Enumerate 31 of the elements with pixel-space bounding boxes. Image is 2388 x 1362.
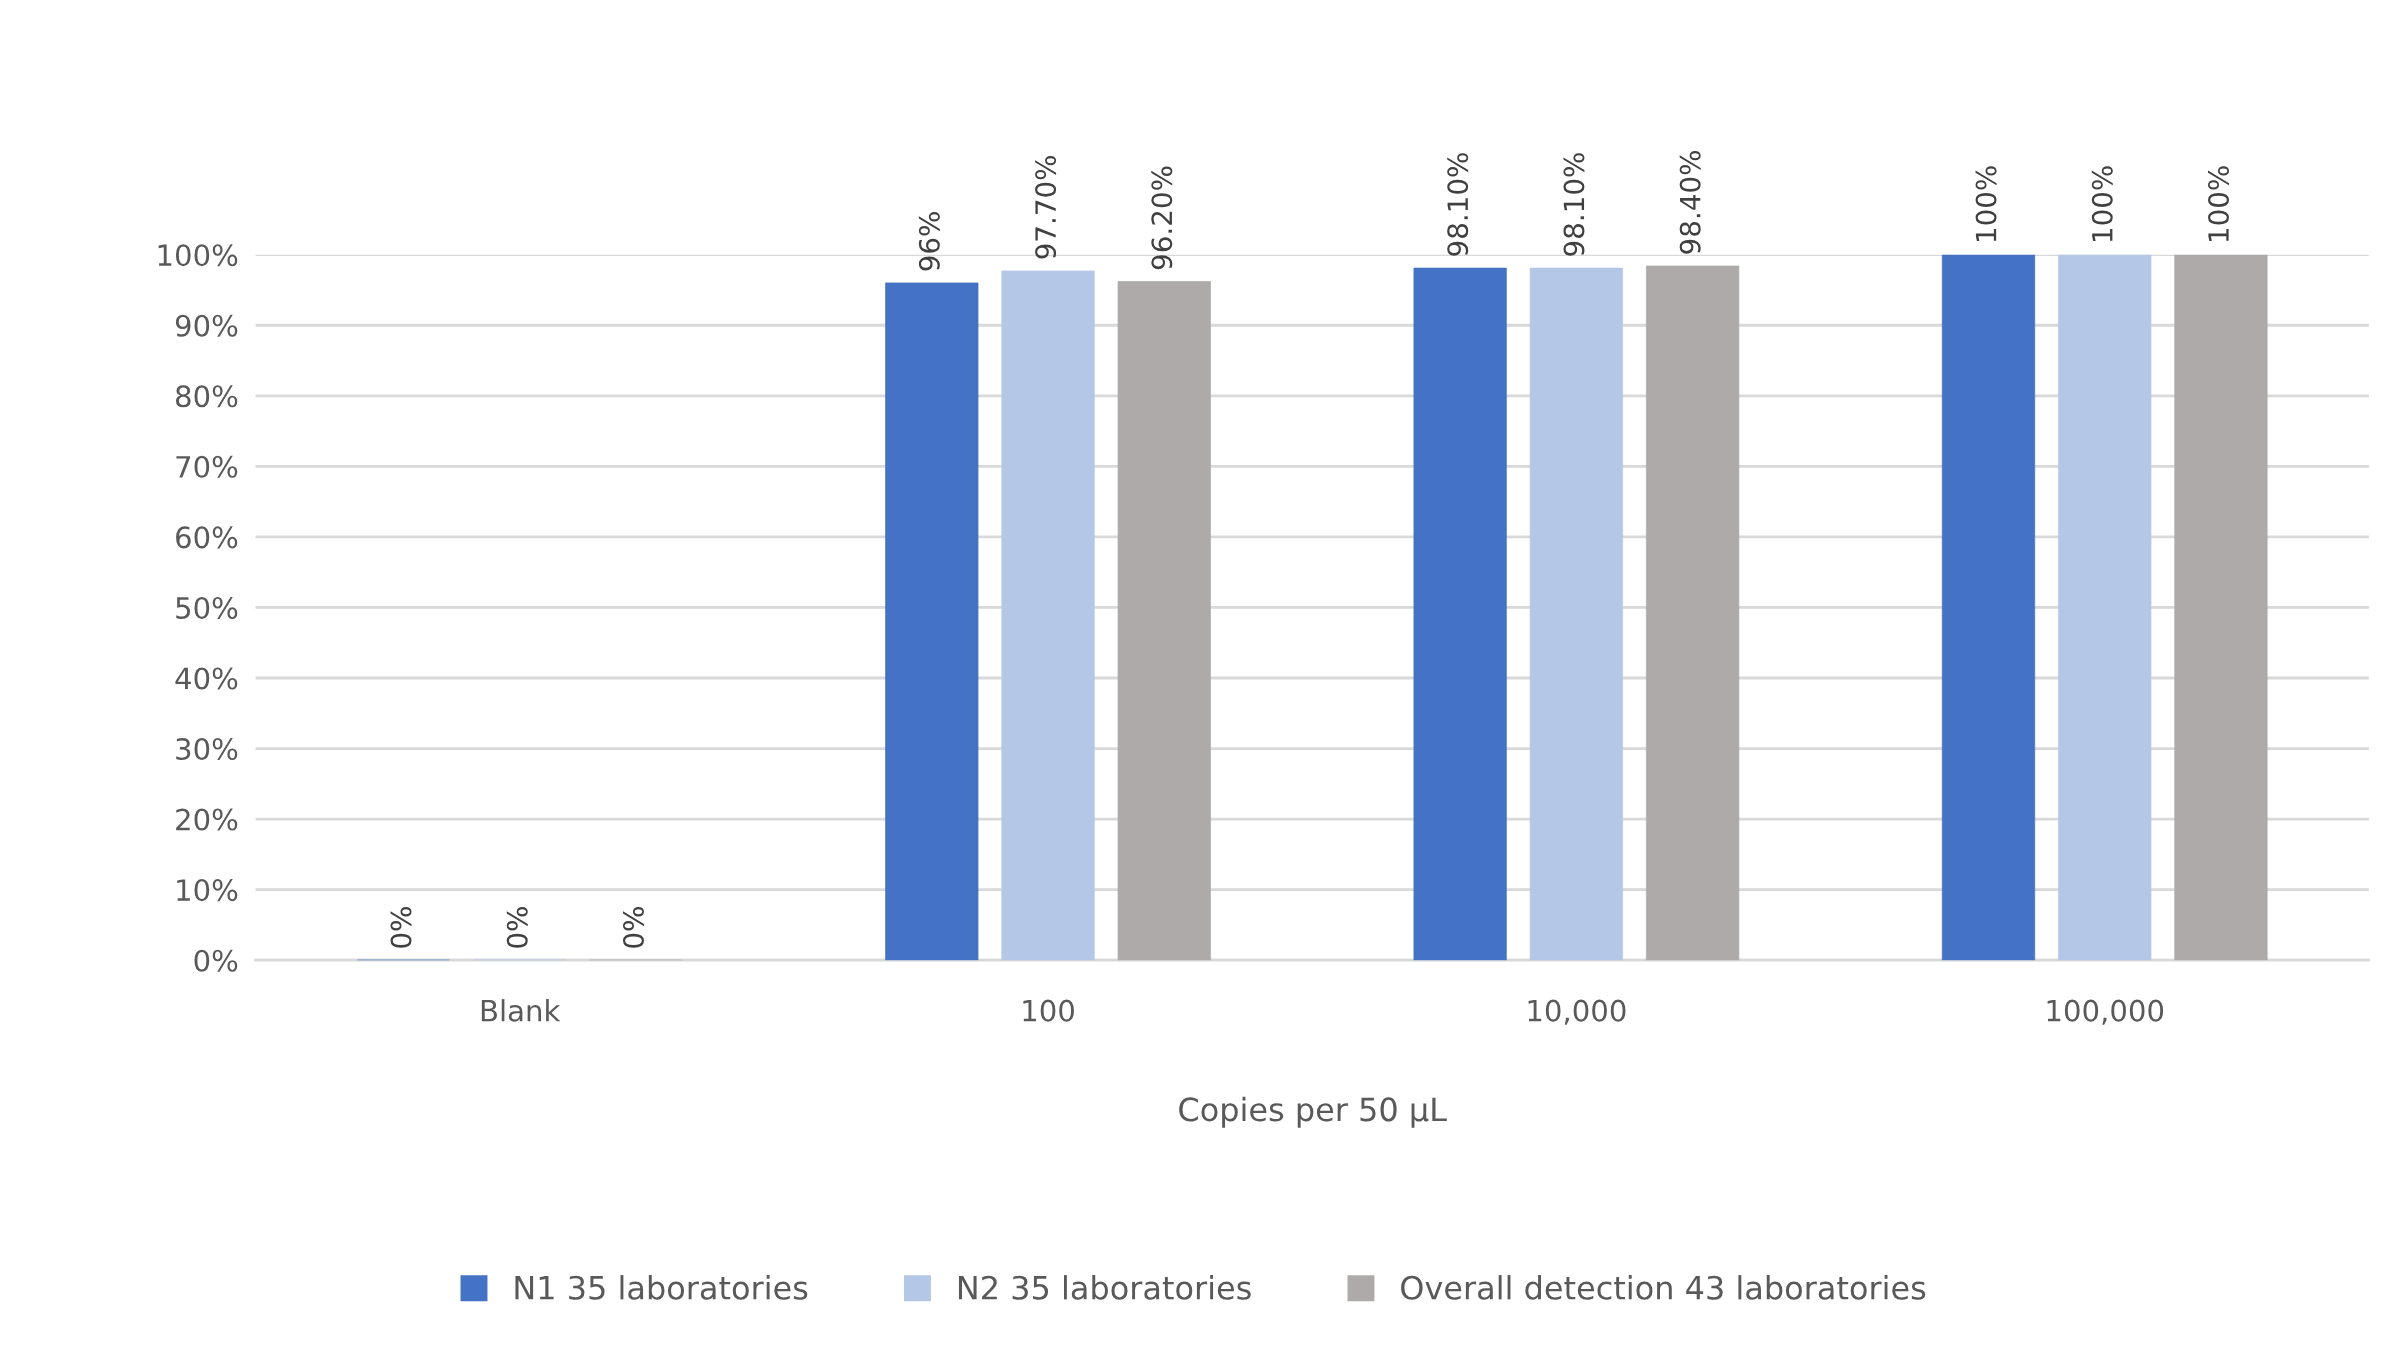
x-tick-label: 100: [1023, 999, 1074, 1022]
data-label: 96%: [918, 212, 940, 271]
y-tick-label: 30%: [176, 737, 238, 761]
data-label: 0%: [622, 907, 644, 948]
data-label: 98.10%: [1563, 153, 1585, 256]
data-label: 96.20%: [1151, 166, 1173, 270]
legend-label: N2 35 laboratories: [958, 1275, 1251, 1300]
legend-label: Overall detection 43 laboratories: [1401, 1275, 1926, 1300]
y-tick-label: 50%: [176, 596, 238, 619]
y-tick-label: 60%: [176, 526, 238, 549]
data-label: 97.70%: [1035, 155, 1057, 259]
y-tick-label: 80%: [176, 385, 238, 408]
y-tick-label: 100%: [158, 244, 238, 267]
data-label: 98.40%: [1679, 151, 1701, 254]
y-tick-label: 90%: [175, 314, 238, 337]
x-tick-label: 100,000: [2047, 999, 2164, 1025]
data-label: 98.10%: [1447, 153, 1469, 256]
x-tick-label: 10,000: [1528, 999, 1626, 1025]
x-axis-title: Copies per 50 µL: [1179, 1096, 1447, 1128]
data-label: 0%: [506, 907, 528, 948]
data-label: 0%: [390, 907, 412, 948]
y-tick-label: 40%: [175, 667, 238, 690]
x-tick-label: Blank: [481, 999, 561, 1022]
data-label: 100%: [1975, 166, 1997, 242]
data-label: 100%: [2208, 166, 2230, 242]
legend-label: N1 35 laboratories: [515, 1275, 808, 1300]
y-tick-label: 20%: [176, 808, 238, 831]
y-tick-label: 0%: [194, 949, 238, 972]
y-tick-label: 10%: [177, 879, 238, 902]
y-tick-label: 70%: [176, 455, 238, 478]
data-label: 100%: [2091, 166, 2113, 242]
